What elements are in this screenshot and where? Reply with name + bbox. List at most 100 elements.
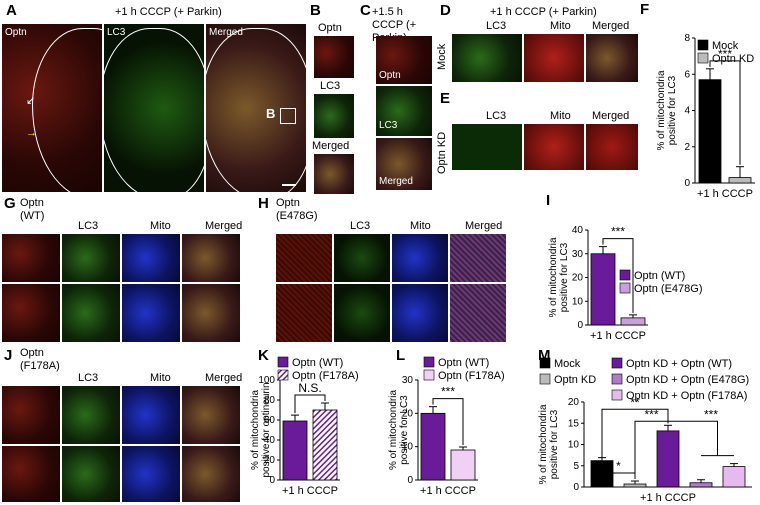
panel-j-lc3-label: LC3 [78, 372, 99, 384]
y-tick-label: 10 [402, 442, 414, 453]
panel-a-optn-image: Optn ↙ → [2, 24, 102, 192]
panel-h-mito-image-row2 [392, 284, 448, 342]
bar-optn-f178a- [312, 409, 338, 481]
significance-label: *** [644, 407, 658, 421]
cell-outline [104, 28, 204, 192]
legend-label: Optn (WT) [634, 270, 685, 282]
cell-outline [206, 28, 306, 192]
bar-optn-wt- [590, 253, 616, 326]
panel-b-merged-image [314, 154, 354, 194]
y-tick-label: 15 [568, 418, 580, 429]
y-axis-label-line2: positive for LC3 [399, 395, 410, 465]
y-tick-label: 40 [264, 435, 276, 446]
panel-h-lc3-label: LC3 [350, 220, 371, 232]
legend-swatch [619, 282, 631, 294]
significance-bracket [602, 238, 634, 313]
panel-g-optn-image-row1 [2, 234, 60, 282]
panel-letter-g: G [4, 195, 16, 212]
legend-swatch [423, 369, 435, 381]
legend-swatch [697, 52, 709, 64]
significance-bracket [294, 394, 326, 414]
panel-g-optn-image-row2 [2, 284, 60, 342]
panel-j-lc3-image-row2 [62, 446, 120, 502]
significance-label: ** [630, 395, 640, 409]
y-tick-label: 30 [572, 249, 584, 260]
legend-label: Optn KD + Optn (WT) [626, 358, 732, 370]
y-tick-label: 2 [684, 142, 690, 153]
panel-d-merged-label: Merged [592, 20, 630, 32]
y-tick-label: 60 [264, 415, 276, 426]
panel-letter-l: L [396, 347, 405, 364]
legend-label: Mock [554, 358, 581, 370]
y-tick-label: 0 [684, 178, 690, 189]
panel-d-title: +1 h CCCP (+ Parkin) [490, 6, 597, 18]
scale-bar [282, 184, 296, 186]
y-tick-label: 40 [572, 225, 584, 236]
x-axis-label: +1 h CCCP [420, 485, 476, 497]
panel-e-mito-label: Mito [550, 110, 571, 122]
panel-a-merged-image: Merged B [206, 24, 306, 192]
y-tick-label: 20 [264, 455, 276, 466]
panel-j-title: Optn (F178A) [20, 347, 60, 372]
bar-optn-kd-optn-f178a- [722, 466, 746, 488]
legend-swatch [611, 373, 623, 385]
panel-c-optn-image: Optn [376, 36, 432, 84]
panel-g-lc3-label: LC3 [78, 220, 99, 232]
y-axis-label-line1: % of mitochondria [538, 404, 549, 484]
y-axis-label-line1: % of mitochondria [250, 390, 261, 470]
bar-optn-kd-optn-wt- [656, 430, 680, 488]
panel-d-merged-image [586, 34, 638, 82]
y-tick-label: 0 [269, 475, 275, 486]
significance-label: *** [441, 385, 455, 399]
y-tick-label: 20 [568, 397, 580, 408]
panel-letter-j: J [4, 347, 13, 364]
bar-optn-wt- [282, 420, 308, 481]
significance-label: N.S. [298, 381, 321, 395]
panel-j-mito-image-row1 [122, 386, 180, 444]
legend-label: Optn KD [712, 53, 754, 65]
legend-label: Optn KD [554, 374, 596, 386]
y-axis-label-line1: % of mitochondria [656, 70, 667, 150]
panel-e-lc3-image [452, 124, 522, 170]
panel-j-optn-image-row2 [2, 446, 60, 502]
panel-b-merged-label: Merged [312, 140, 350, 152]
panel-letter-c: C [360, 2, 371, 19]
panel-g-lc3-image-row1 [62, 234, 120, 282]
panel-h-merged-image-row2 [450, 284, 506, 342]
bar-optn-kd [623, 483, 647, 488]
y-axis-label-line2: positive for LC3 [549, 409, 560, 479]
legend-label: Optn (WT) [438, 357, 489, 369]
panel-letter-i: I [546, 192, 550, 209]
yellow-arrow-icon: → [26, 127, 37, 139]
white-arrow-icon: ↙ [26, 95, 36, 107]
legend-swatch [277, 369, 289, 381]
significance-bracket [667, 420, 734, 457]
panel-letter-a: A [6, 2, 17, 19]
panel-g-title: Optn (WT) [20, 197, 45, 222]
x-axis-label: +1 h CCCP [282, 485, 338, 497]
panel-g-lc3-image-row2 [62, 284, 120, 342]
panel-h-lc3-image-row2 [334, 284, 390, 342]
significance-bracket [432, 398, 464, 445]
y-axis-label-line1: % of mitochondria [388, 390, 399, 470]
panel-h-optn-image-row1 [276, 234, 332, 282]
panel-e-mito-image [524, 124, 584, 170]
panel-e-merged-image [586, 124, 638, 170]
panel-d-lc3-image [452, 34, 522, 82]
y-tick-label: 4 [684, 106, 690, 117]
panel-j-lc3-image-row1 [62, 386, 120, 444]
panel-h-merged-image-row1 [450, 234, 506, 282]
x-axis-label: +1 h CCCP [590, 330, 646, 342]
panel-c-lc3-image: LC3 [376, 86, 432, 136]
legend-swatch [619, 269, 631, 281]
x-axis-label: +1 h CCCP [640, 492, 696, 504]
y-tick-label: 0 [407, 475, 413, 486]
bar-optn-e478g- [620, 317, 646, 326]
y-axis-label-line2: positive for LC3 [667, 75, 678, 145]
panel-c-lc3-label: LC3 [379, 120, 398, 131]
panel-h-lc3-image-row1 [334, 234, 390, 282]
panel-d-mito-image [524, 34, 584, 82]
legend-swatch [611, 389, 623, 401]
bar-optn-wt- [420, 412, 446, 481]
